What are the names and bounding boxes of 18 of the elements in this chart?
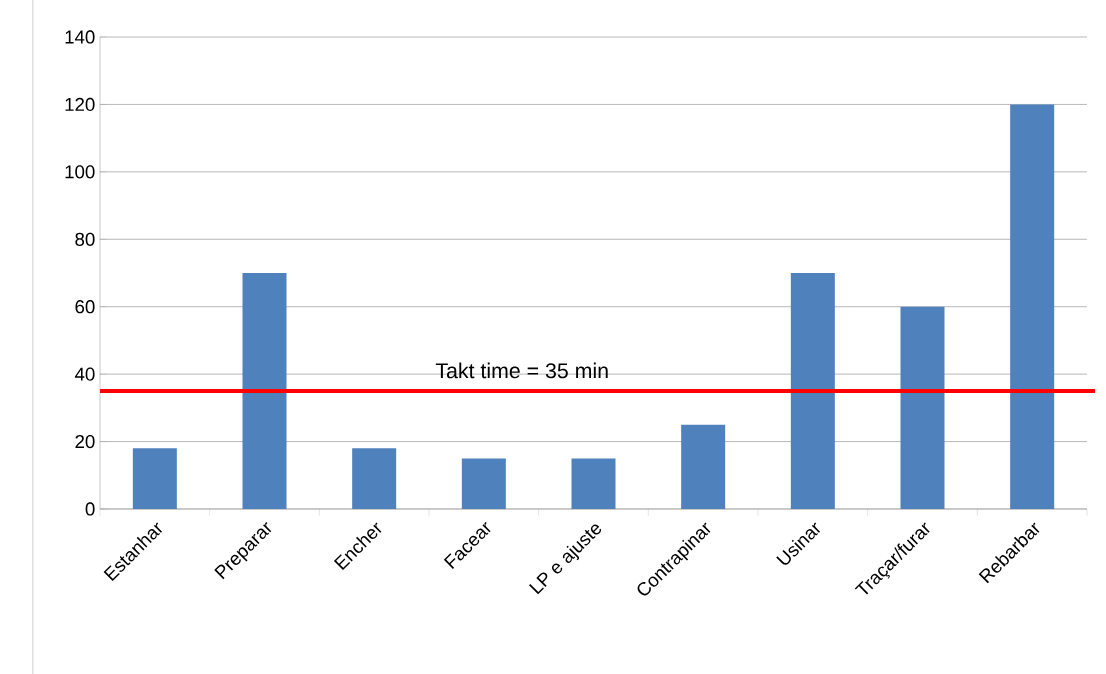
y-tick-label: 120: [65, 97, 95, 112]
bar: [900, 306, 945, 509]
bar: [1010, 104, 1055, 509]
bar: [681, 424, 726, 509]
y-tick-label: 20: [75, 434, 95, 449]
bar: [571, 458, 616, 509]
y-tick-label: 0: [85, 502, 95, 516]
y-tick-label: 40: [74, 367, 95, 381]
y-tick-label: 140: [65, 30, 95, 44]
y-tick-label: 60: [75, 300, 95, 314]
bar: [461, 458, 506, 509]
y-tick-label: 80: [75, 232, 95, 246]
bar: [132, 448, 177, 509]
bar: [790, 272, 835, 509]
y-tick-label: 100: [65, 165, 95, 179]
ref-line-label: Takt time = 35 min: [435, 362, 608, 379]
bar: [352, 448, 397, 509]
bar: [242, 272, 287, 509]
